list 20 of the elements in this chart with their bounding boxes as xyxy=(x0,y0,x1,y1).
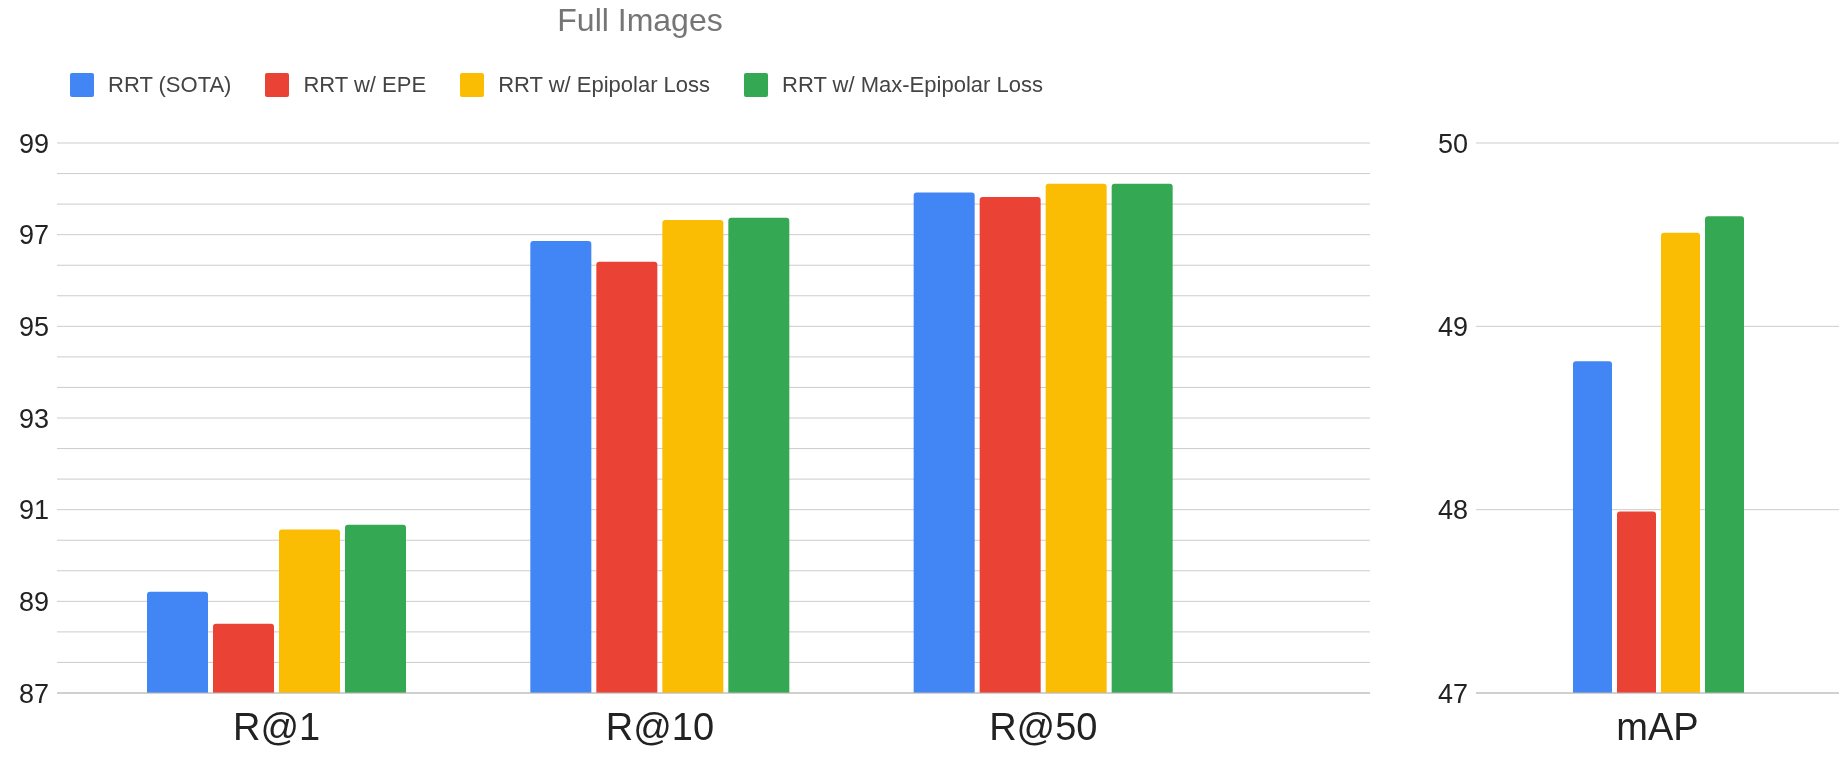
legend-label: RRT (SOTA) xyxy=(108,72,232,98)
chart-title: Full Images xyxy=(556,2,724,39)
y-tick-label: 47 xyxy=(1437,678,1468,709)
y-tick-label: 97 xyxy=(18,220,49,251)
y-tick-label: 95 xyxy=(18,311,49,342)
x-tick-label: R@1 xyxy=(233,705,321,748)
x-tick-label: mAP xyxy=(1616,705,1699,748)
y-tick-label: 93 xyxy=(18,403,49,434)
x-tick-label: R@10 xyxy=(605,705,715,748)
y-tick-label: 87 xyxy=(18,678,49,709)
y-tick-label: 49 xyxy=(1437,311,1468,342)
y-tick-label: 99 xyxy=(18,128,49,159)
x-tick-label: R@50 xyxy=(989,705,1098,748)
y-tick-label: 48 xyxy=(1437,495,1468,526)
y-tick-label: 50 xyxy=(1437,128,1468,159)
y-tick-label: 91 xyxy=(18,495,49,526)
y-tick-label: 89 xyxy=(18,586,49,617)
legend-label: RRT w/ Epipolar Loss xyxy=(498,72,711,98)
legend-label: RRT w/ EPE xyxy=(303,72,427,98)
legend-label: RRT w/ Max-Epipolar Loss xyxy=(782,72,1043,98)
